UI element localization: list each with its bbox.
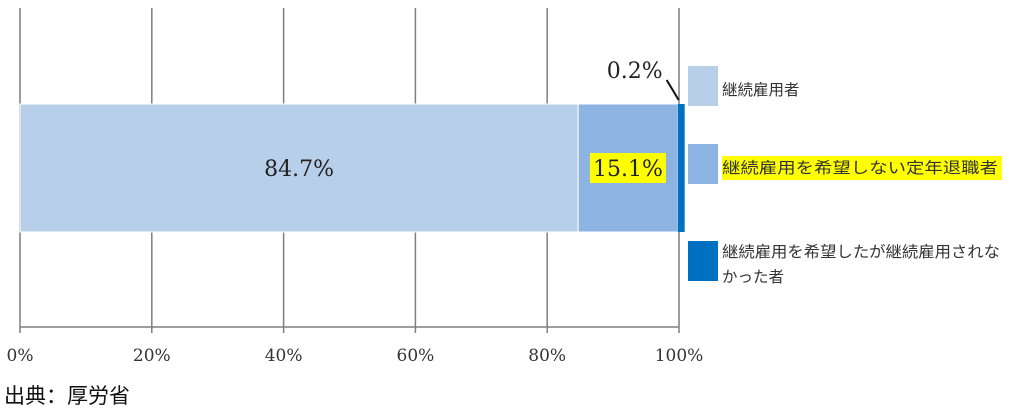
data-label: 15.1% [593, 157, 663, 182]
legend-label: 継続雇用を希望しない定年退職者 [722, 159, 998, 177]
data-label: 84.7% [264, 157, 334, 182]
bars [19, 103, 685, 233]
data-labels: 84.7% 15.1% 0.2% [264, 59, 680, 183]
data-label: 0.2% [607, 59, 663, 84]
legend-swatch [688, 241, 718, 281]
legend-label: 継続雇用を希望したが継続雇用されな [722, 243, 1000, 261]
legend-label: かった者 [722, 268, 784, 286]
legend-swatch [688, 66, 718, 106]
x-tick-label: 40% [265, 346, 303, 366]
x-tick-label: 20% [133, 346, 171, 366]
data-label-highlight [589, 153, 666, 183]
x-tick-label: 80% [528, 346, 566, 366]
stacked-bar-chart: 0% 20% 40% 60% 80% 100% 84.7% 15.1%0.2% 継続雇用者継… [7, 8, 1002, 366]
x-axis: 0% 20% 40% 60% 80% 100% [7, 326, 704, 366]
bar-segment [677, 104, 685, 232]
bar-segment [19, 103, 579, 233]
source-note: 出典：厚労省 [4, 384, 130, 408]
x-tick-label: 100% [655, 346, 704, 366]
legend-label: 継続雇用者 [722, 81, 800, 99]
legend-label-highlight [722, 156, 1002, 180]
leader-line [665, 79, 680, 101]
legend-swatch [688, 144, 718, 184]
x-tick-label: 60% [397, 346, 435, 366]
legend: 継続雇用者継続雇用を希望しない定年退職者継続雇用を希望したが継続雇用されなかった… [688, 66, 1002, 286]
x-tick-label: 0% [7, 346, 34, 366]
